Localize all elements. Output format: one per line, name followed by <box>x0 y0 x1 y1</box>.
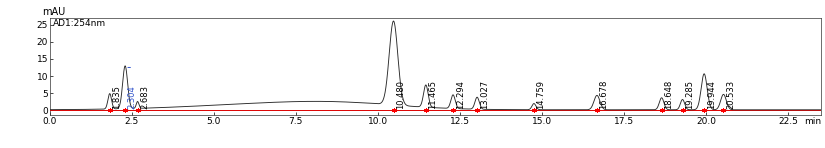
Text: 16.678: 16.678 <box>600 80 609 109</box>
Text: 11.465: 11.465 <box>428 80 437 109</box>
Text: 12.294: 12.294 <box>455 80 464 109</box>
Text: 2.304: 2.304 <box>128 85 137 109</box>
Text: 18.648: 18.648 <box>664 80 673 109</box>
Text: 19.285: 19.285 <box>685 80 694 109</box>
Text: 1.835: 1.835 <box>112 85 121 109</box>
Text: 13.027: 13.027 <box>479 80 488 109</box>
Text: mAU: mAU <box>42 7 65 17</box>
Text: 2.683: 2.683 <box>140 85 149 109</box>
Text: 14.759: 14.759 <box>536 80 545 109</box>
Text: AD1:254nm: AD1:254nm <box>54 19 106 28</box>
Text: 20.533: 20.533 <box>726 80 735 109</box>
Text: 10.480: 10.480 <box>396 80 405 109</box>
Text: min: min <box>804 117 821 126</box>
Text: 19.944: 19.944 <box>707 80 716 109</box>
